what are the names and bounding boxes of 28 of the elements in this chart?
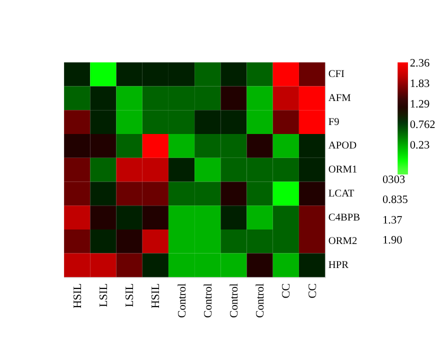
y-tick-label: F9	[328, 116, 340, 128]
text: 1.90	[382, 234, 403, 247]
y-tick-label: APOD	[328, 140, 358, 152]
color-bar-label: 1.29	[410, 98, 430, 111]
y-tick-label: ORM1	[328, 164, 358, 176]
x-tick-label: Control	[202, 283, 214, 318]
y-tick-label: LCAT	[328, 188, 355, 200]
y-tick-label: C4BPB	[328, 212, 360, 224]
text: 1.37	[382, 214, 403, 226]
x-tick-label: Control	[176, 283, 188, 318]
x-tick-label: Control	[228, 283, 240, 318]
color-bar-label: 0.23	[410, 139, 430, 152]
color-bar-label: 2.36	[410, 58, 430, 70]
y-tick-label: AFM	[328, 92, 351, 104]
y-tick-label: CFI	[328, 69, 346, 80]
x-tick-label: LSIL	[98, 283, 110, 308]
x-tick-label: CC	[280, 283, 293, 298]
x-tick-label: HSIL	[72, 283, 84, 308]
x-tick-label: CC	[306, 283, 319, 298]
y-tick-label: HPR	[328, 260, 349, 272]
y-tick-label: ORM2	[328, 236, 358, 248]
color-bar-label: 0.762	[410, 118, 436, 131]
x-tick-label: HSIL	[150, 283, 162, 308]
text: 0.835	[382, 194, 408, 206]
text: 0303	[382, 174, 406, 186]
x-tick-label: Control	[254, 283, 267, 318]
x-tick-label: LSIL	[124, 283, 136, 308]
color-bar-label: 1.83	[410, 78, 430, 90]
